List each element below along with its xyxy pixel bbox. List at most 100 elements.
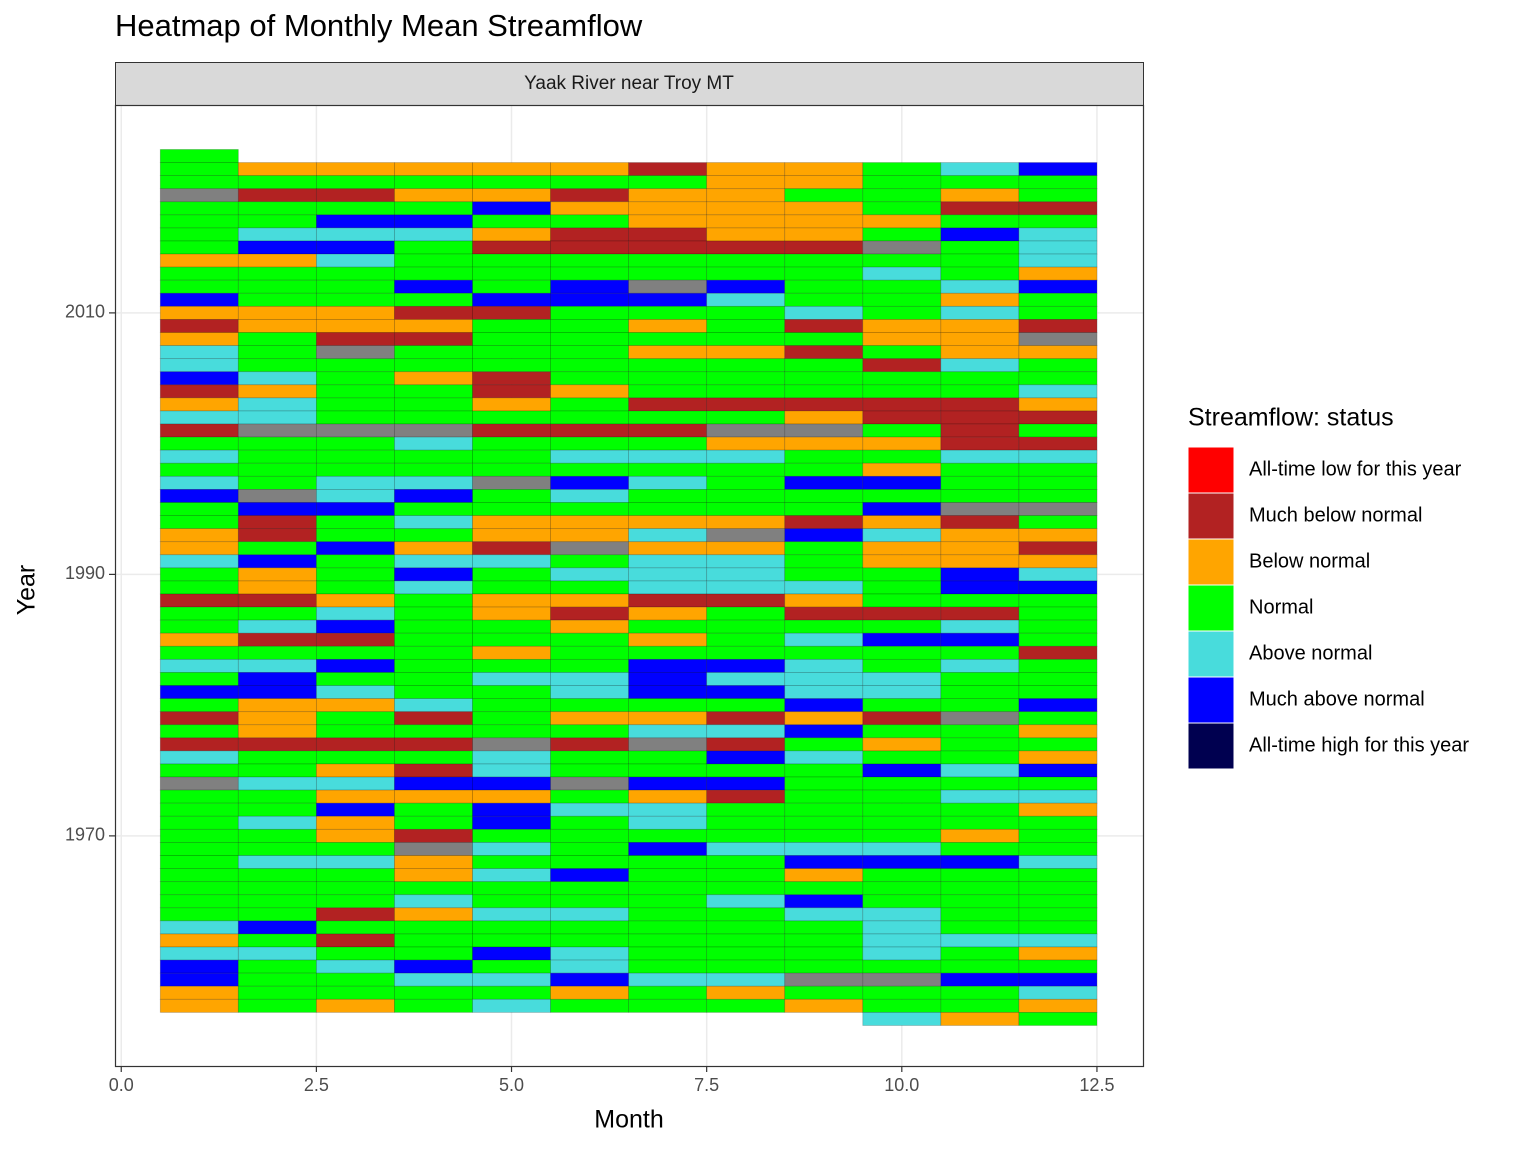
heatmap-cell <box>394 266 473 281</box>
heatmap-cell <box>706 279 786 294</box>
heatmap-cell <box>706 227 786 242</box>
heatmap-cell <box>706 567 786 582</box>
heatmap-cell <box>940 672 1020 686</box>
heatmap-cell <box>706 449 786 464</box>
heatmap-cell <box>159 658 239 673</box>
heatmap-cell <box>159 305 239 320</box>
heatmap-cell <box>1018 828 1098 843</box>
heatmap-cell <box>159 763 239 778</box>
heatmap-cell <box>940 358 1020 373</box>
heatmap-cell <box>862 253 942 268</box>
heatmap-cell <box>315 436 395 451</box>
heatmap-cell <box>159 397 239 412</box>
heatmap-cell <box>862 619 942 634</box>
heatmap-cell <box>940 384 1020 399</box>
heatmap-cell <box>159 541 239 556</box>
heatmap-cell <box>159 645 239 660</box>
heatmap-cell <box>394 449 473 464</box>
heatmap-cell <box>706 985 786 1000</box>
heatmap-cell <box>472 972 551 987</box>
heatmap-cell <box>394 214 473 229</box>
heatmap-cell <box>706 423 786 438</box>
heatmap-cell <box>550 541 630 556</box>
heatmap-cell <box>159 279 239 294</box>
heatmap-cell <box>1018 815 1098 830</box>
heatmap-cell <box>862 475 942 490</box>
heatmap-cell <box>706 384 786 399</box>
legend-title: Streamflow: status <box>1188 404 1394 432</box>
heatmap-cell <box>628 188 708 203</box>
heatmap-cell <box>315 632 395 647</box>
heatmap-cell <box>940 606 1020 621</box>
heatmap-cell <box>472 606 551 621</box>
heatmap-cell <box>1018 881 1098 896</box>
heatmap-cell <box>159 162 239 177</box>
heatmap-cell <box>706 737 786 752</box>
y-axis-title: Year <box>13 565 41 616</box>
heatmap-cell <box>784 593 864 608</box>
heatmap-cell <box>394 619 473 634</box>
heatmap-cell <box>394 528 473 543</box>
heatmap-cell <box>550 528 630 543</box>
heatmap-cell <box>394 410 473 425</box>
heatmap-cell <box>706 724 786 739</box>
heatmap-cell <box>550 436 630 451</box>
heatmap-cell <box>550 567 630 582</box>
heatmap-cell <box>159 266 239 281</box>
heatmap-cell <box>472 475 551 490</box>
heatmap-cell <box>394 724 473 739</box>
heatmap-cell <box>1018 619 1098 634</box>
heatmap-cell <box>862 423 942 438</box>
heatmap-cell <box>315 240 395 255</box>
heatmap-cell <box>472 292 551 307</box>
heatmap-cell <box>394 855 473 869</box>
heatmap-cell <box>940 292 1020 307</box>
heatmap-cell <box>628 619 708 634</box>
heatmap-cell <box>237 763 317 778</box>
heatmap-cells <box>159 149 1098 1026</box>
heatmap-cell <box>394 972 473 987</box>
heatmap-cell <box>315 985 395 1000</box>
heatmap-cell <box>237 998 317 1013</box>
heatmap-cell <box>550 371 630 386</box>
heatmap-cell <box>394 436 473 451</box>
heatmap-cell <box>472 371 551 386</box>
heatmap-cell <box>159 188 239 203</box>
heatmap-cell <box>628 279 708 294</box>
heatmap-cell <box>862 397 942 412</box>
heatmap-cell <box>472 266 551 281</box>
heatmap-cell <box>159 175 239 190</box>
heatmap-cell <box>550 515 630 530</box>
heatmap-cell <box>628 580 708 595</box>
heatmap-cell <box>472 828 551 843</box>
heatmap-cell <box>237 162 317 177</box>
heatmap-cell <box>862 462 942 477</box>
heatmap-cell <box>706 240 786 255</box>
heatmap-cell <box>237 972 317 987</box>
x-tick-label: 2.5 <box>304 1075 329 1095</box>
heatmap-cell <box>862 868 942 883</box>
heatmap-cell <box>862 698 942 713</box>
heatmap-cell <box>394 175 473 190</box>
heatmap-cell <box>862 763 942 778</box>
heatmap-cell <box>237 462 317 477</box>
heatmap-cell <box>237 266 317 281</box>
heatmap-cell <box>237 345 317 360</box>
heatmap-cell <box>706 528 786 543</box>
heatmap-cell <box>862 894 942 909</box>
heatmap-cell <box>706 593 786 608</box>
heatmap-cell <box>628 554 708 569</box>
heatmap-cell <box>472 240 551 255</box>
heatmap-cell <box>706 397 786 412</box>
heatmap-cell <box>1018 515 1098 530</box>
heatmap-cell <box>706 815 786 830</box>
heatmap-cell <box>628 632 708 647</box>
heatmap-cell <box>394 658 473 673</box>
heatmap-cell <box>940 371 1020 386</box>
heatmap-cell <box>628 384 708 399</box>
heatmap-cell <box>784 541 864 556</box>
heatmap-cell <box>550 332 630 346</box>
heatmap-cell <box>784 358 864 373</box>
heatmap-cell <box>550 397 630 412</box>
heatmap-cell <box>784 672 864 686</box>
